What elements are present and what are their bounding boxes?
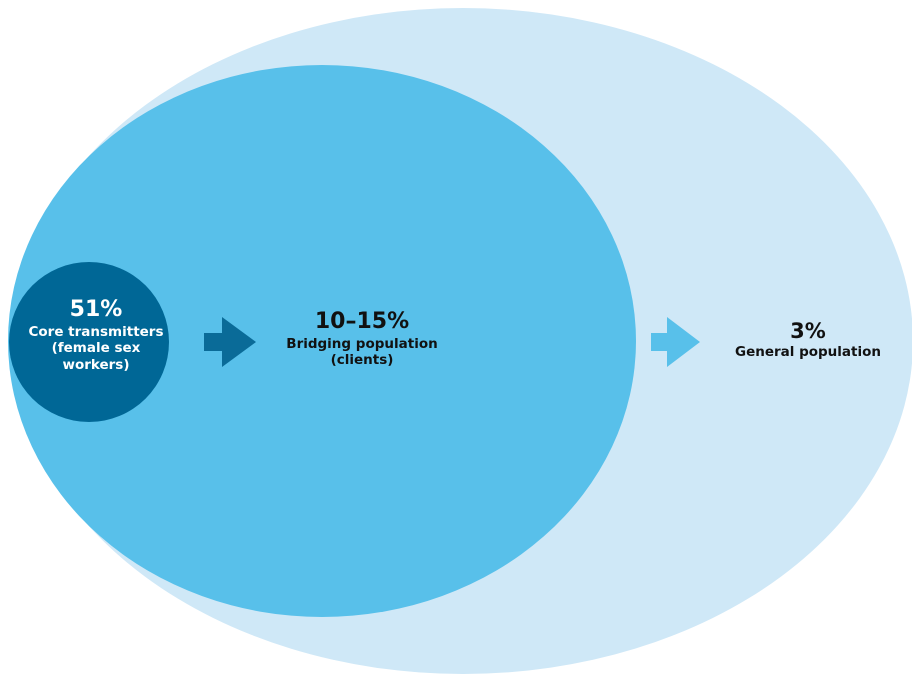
core-transmitters-label: 51% Core transmitters (female sex worker… bbox=[18, 296, 174, 374]
arrow-bridging-to-general-icon bbox=[651, 317, 700, 367]
core-desc-line-1: Core transmitters bbox=[28, 323, 164, 340]
bridging-desc-line-2: (clients) bbox=[330, 352, 394, 369]
general-population-label: 3% General population bbox=[708, 318, 908, 361]
core-desc-line-3: workers) bbox=[62, 357, 130, 374]
general-percent: 3% bbox=[790, 319, 826, 343]
bridging-population-label: 10–15% Bridging population (clients) bbox=[262, 308, 462, 369]
core-desc-line-2: (female sex bbox=[51, 340, 141, 357]
bridging-population-ellipse bbox=[8, 65, 636, 617]
core-transmitters-circle bbox=[9, 262, 169, 422]
arrow-core-to-bridging-icon bbox=[204, 317, 256, 367]
bridging-percent: 10–15% bbox=[314, 309, 410, 334]
general-desc-line-1: General population bbox=[734, 344, 881, 361]
core-percent: 51% bbox=[69, 297, 123, 322]
bridging-desc-line-1: Bridging population bbox=[286, 335, 438, 352]
